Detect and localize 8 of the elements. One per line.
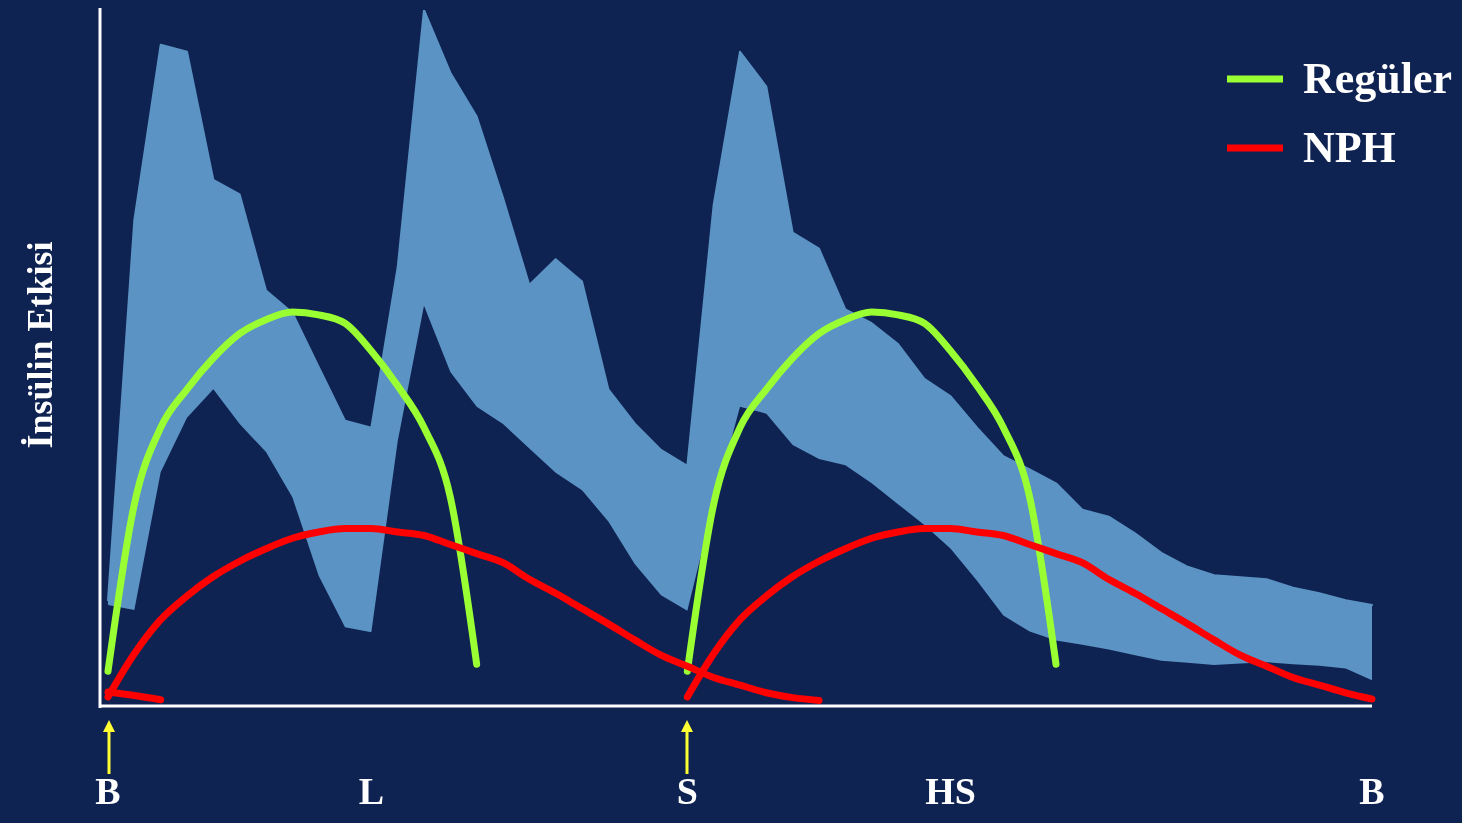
y-axis-title: İnsülin Etkisi (19, 241, 61, 449)
x-tick-label: L (358, 770, 385, 812)
legend-label: Regüler (1302, 53, 1452, 104)
x-tick-label: HS (925, 770, 977, 812)
x-tick-label: B (95, 770, 121, 812)
x-tick-label: B (1359, 770, 1385, 812)
x-tick-label: S (676, 770, 698, 812)
legend-label: NPH (1302, 122, 1396, 173)
